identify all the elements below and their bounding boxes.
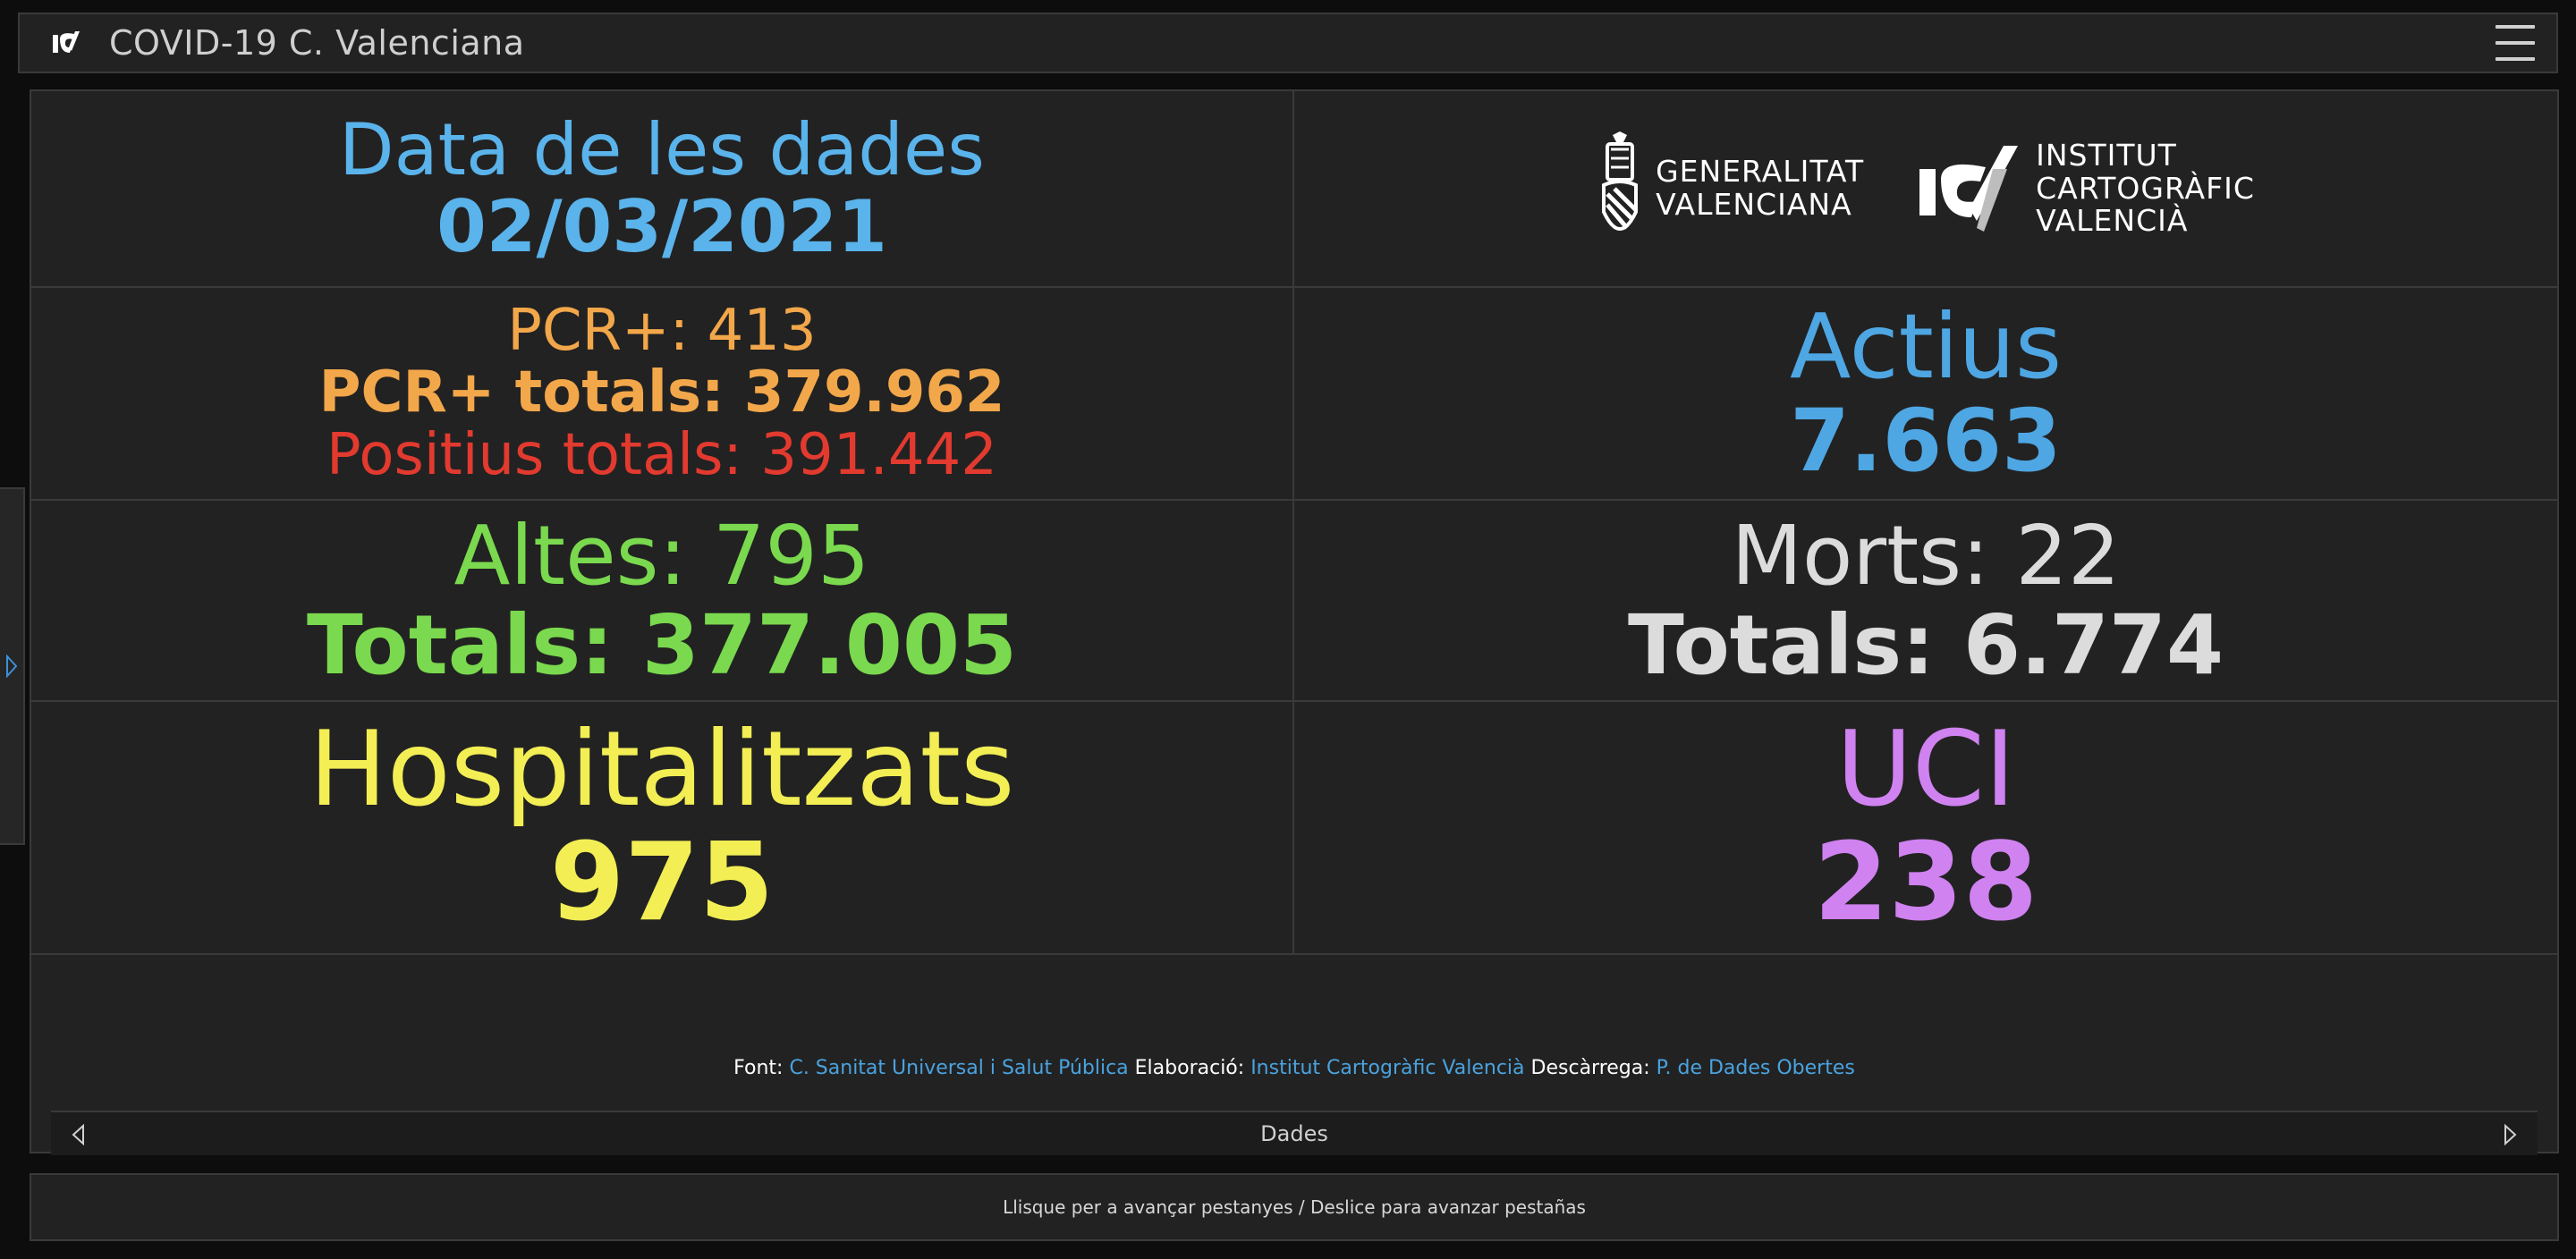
download-label: Descàrrega: (1530, 1057, 1650, 1079)
elaboration-label: Elaboració: (1134, 1057, 1245, 1079)
app-title: COVID-19 C. Valenciana (109, 23, 525, 63)
discharges-daily: Altes: 795 (453, 508, 870, 604)
icv-logo-line1: INSTITUT (2036, 137, 2177, 173)
swipe-hint-bar: Llisque per a avançar pestanyes / Deslic… (30, 1173, 2559, 1241)
side-panel-toggle[interactable] (0, 487, 25, 845)
dashboard-panel: Data de les dades 02/03/2021 GENERALITAT… (30, 89, 2559, 1155)
gva-logo-line1: GENERALITAT (1656, 154, 1865, 190)
icv-logo-line3: VALENCIÀ (2036, 203, 2189, 239)
current-tab-label: Dades (1260, 1121, 1328, 1146)
icv-logo: INSTITUT CARTOGRÀFIC VALENCIÀ (1918, 139, 2255, 239)
elaboration-link[interactable]: Institut Cartogràfic Valencià (1250, 1057, 1525, 1079)
active-cell: Actius 7.663 (1294, 288, 2557, 501)
date-label: Data de les dades (339, 107, 985, 191)
app-header: COVID-19 C. Valenciana (18, 13, 2558, 73)
date-cell: Data de les dades 02/03/2021 (31, 91, 1294, 288)
source-label: Font: (733, 1057, 784, 1079)
stats-grid: Data de les dades 02/03/2021 GENERALITAT… (31, 91, 2557, 955)
icu-label: UCI (1835, 709, 2016, 831)
pcr-total: PCR+ totals: 379.962 (318, 359, 1005, 427)
gva-logo-line2: VALENCIANA (1656, 187, 1852, 222)
pcr-daily: PCR+: 413 (507, 298, 817, 365)
pcr-cell: PCR+: 413 PCR+ totals: 379.962 Positius … (31, 288, 1294, 501)
hamburger-menu-icon[interactable] (2496, 25, 2535, 61)
icv-logo-text: INSTITUT CARTOGRÀFIC VALENCIÀ (2036, 139, 2255, 239)
gva-crest-icon (1602, 131, 1639, 231)
next-tab-icon[interactable] (2498, 1123, 2521, 1146)
gva-logo: GENERALITAT VALENCIANA (1597, 131, 1864, 246)
positives-total: Positius totals: 391.442 (326, 421, 997, 488)
previous-tab-icon[interactable] (67, 1123, 90, 1146)
download-link[interactable]: P. de Dades Obertes (1656, 1057, 1855, 1079)
credits-line: Font: C. Sanitat Universal i Salut Públi… (31, 1057, 2557, 1079)
icv-logo-line2: CARTOGRÀFIC (2036, 170, 2255, 206)
active-label: Actius (1789, 294, 2063, 400)
chevron-right-icon (6, 655, 18, 678)
source-link[interactable]: C. Sanitat Universal i Salut Pública (789, 1057, 1129, 1079)
tab-navigation-bar: Dades (51, 1111, 2538, 1155)
icv-logo-mark-icon (1919, 145, 2019, 232)
swipe-hint-text: Llisque per a avançar pestanyes / Deslic… (1003, 1196, 1586, 1218)
logos-cell: GENERALITAT VALENCIANA INSTITUT CARTOGRÀ… (1294, 91, 2557, 288)
discharges-cell: Altes: 795 Totals: 377.005 (31, 501, 1294, 702)
hospitalized-label: Hospitalitzats (309, 709, 1015, 831)
deaths-daily: Morts: 22 (1731, 508, 2121, 604)
icu-cell: UCI 238 (1294, 702, 2557, 955)
hospitalized-value: 975 (549, 821, 775, 946)
icu-value: 238 (1813, 821, 2038, 946)
icv-logo-icon (53, 31, 80, 53)
gva-logo-text: GENERALITAT VALENCIANA (1656, 154, 1865, 222)
deaths-total: Totals: 6.774 (1628, 596, 2224, 693)
active-value: 7.663 (1790, 391, 2062, 492)
discharges-total: Totals: 377.005 (307, 596, 1017, 693)
date-value: 02/03/2021 (436, 185, 887, 268)
deaths-cell: Morts: 22 Totals: 6.774 (1294, 501, 2557, 702)
hospitalized-cell: Hospitalitzats 975 (31, 702, 1294, 955)
